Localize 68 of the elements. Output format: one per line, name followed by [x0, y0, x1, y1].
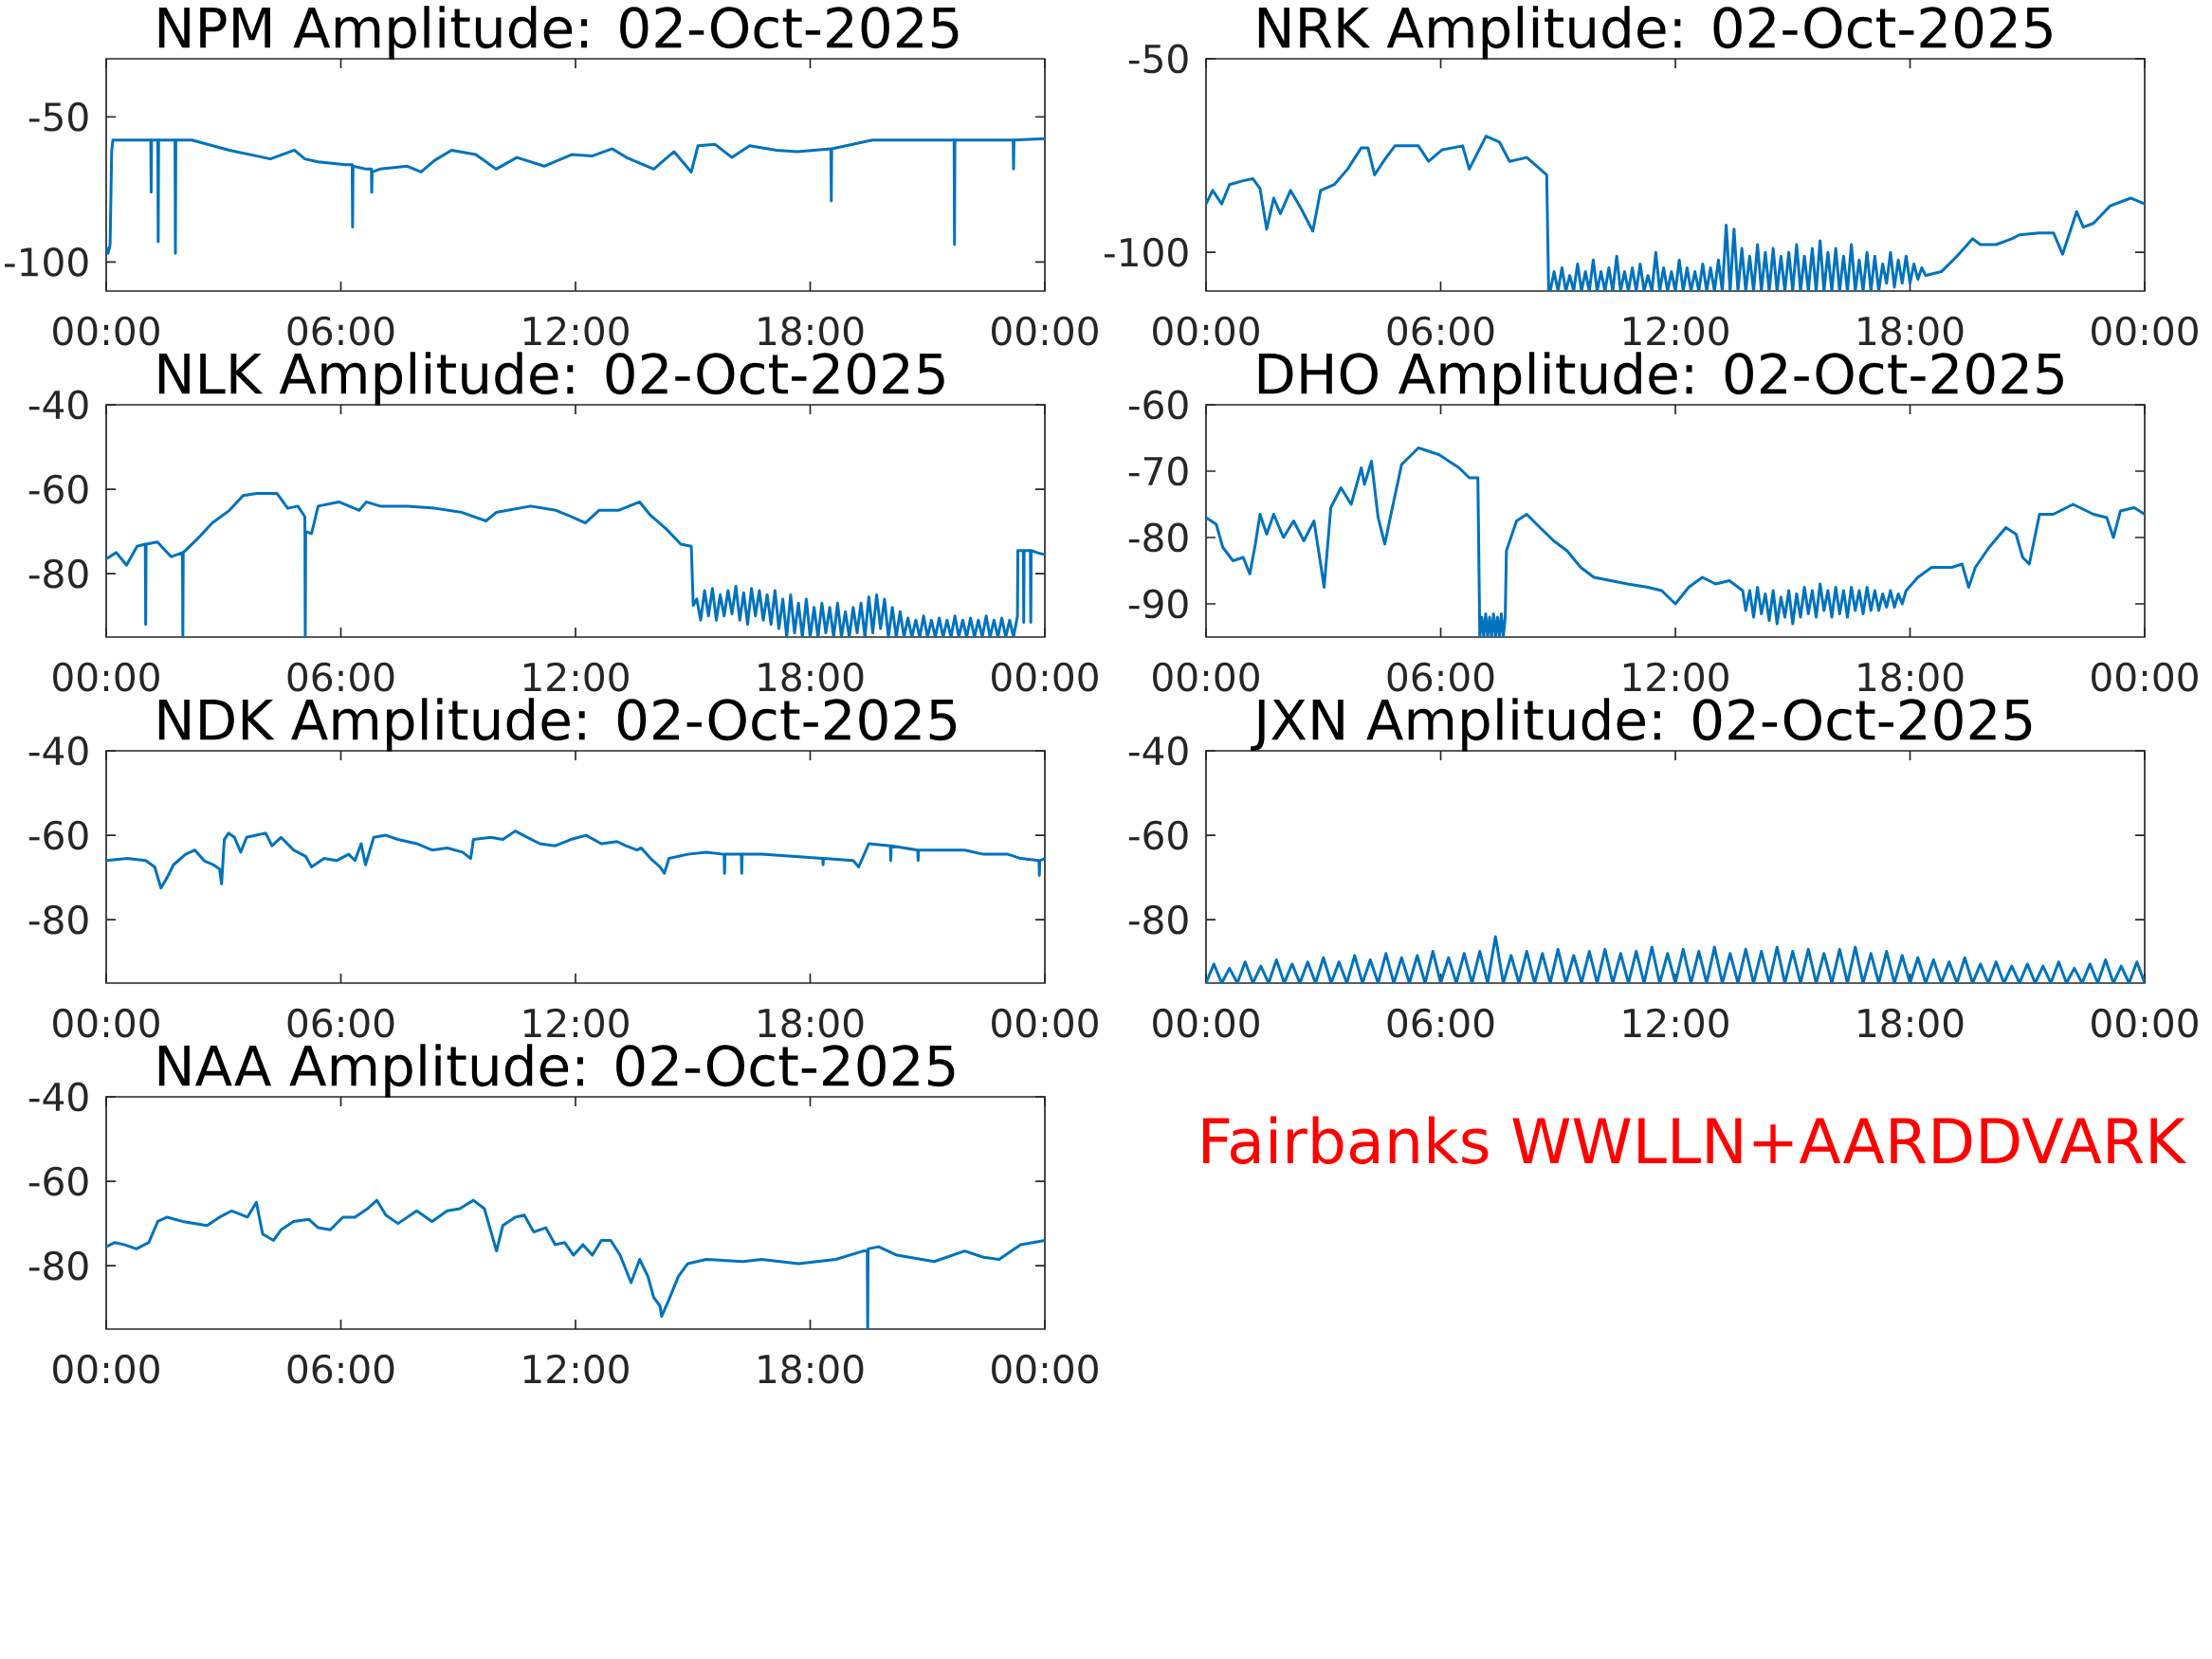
x-tick-label: 18:00 [759, 1008, 864, 1038]
x-tick-label: 12:00 [523, 1354, 629, 1384]
x-tick-label: 12:00 [523, 662, 629, 692]
x-tick-label: 18:00 [1858, 1008, 1964, 1038]
x-tick-label: 00:00 [1153, 662, 1259, 692]
x-tick-label: 06:00 [287, 1008, 394, 1038]
x-tick-label: 00:00 [2092, 1008, 2198, 1038]
x-tick-label: 00:00 [992, 1008, 1098, 1038]
y-tick-label: -40 [1128, 736, 1188, 766]
y-tick-label: -60 [28, 820, 88, 850]
y-tick-label: -60 [28, 474, 88, 504]
x-tick-label: 06:00 [1387, 1008, 1494, 1038]
x-tick-label: 06:00 [1387, 662, 1494, 692]
x-tick-label: 12:00 [1623, 662, 1728, 692]
y-tick-label: -80 [1128, 522, 1188, 553]
y-tick-label: -80 [28, 904, 88, 935]
y-tick-label: -70 [1128, 456, 1188, 486]
chart-title: NPM Amplitude: 02-Oct-2025 [158, 6, 959, 60]
y-tick-label: -60 [28, 1166, 88, 1196]
x-tick-label: 00:00 [53, 316, 159, 346]
x-tick-label: 00:00 [992, 316, 1098, 346]
x-tick-label: 06:00 [287, 662, 394, 692]
x-tick-label: 00:00 [992, 662, 1098, 692]
x-tick-label: 06:00 [287, 316, 394, 346]
x-tick-label: 00:00 [1153, 316, 1259, 346]
chart-title: JXN Amplitude: 02-Oct-2025 [1251, 698, 2032, 752]
y-tick-label: -80 [28, 1250, 88, 1281]
chart-title: NAA Amplitude: 02-Oct-2025 [158, 1044, 955, 1098]
y-tick-label: -100 [1104, 237, 1188, 267]
y-tick-label: -100 [4, 246, 88, 277]
x-tick-label: 12:00 [1623, 316, 1728, 346]
line-series [106, 1198, 1046, 1329]
x-tick-label: 00:00 [53, 662, 159, 692]
x-tick-label: 00:00 [1153, 1008, 1259, 1038]
x-tick-label: 06:00 [287, 1354, 394, 1384]
chart-title: NDK Amplitude: 02-Oct-2025 [158, 698, 957, 752]
x-tick-label: 18:00 [759, 316, 864, 346]
line-series [1206, 446, 2146, 637]
x-tick-label: 18:00 [759, 1354, 864, 1384]
x-tick-label: 00:00 [53, 1008, 159, 1038]
y-tick-label: -50 [28, 101, 88, 132]
y-tick-label: -60 [1128, 820, 1188, 850]
y-tick-label: -80 [28, 558, 88, 589]
y-tick-label: -90 [1128, 589, 1188, 619]
y-tick-label: -80 [1128, 904, 1188, 935]
line-series [106, 137, 1046, 255]
chart-title: NRK Amplitude: 02-Oct-2025 [1258, 6, 2052, 60]
x-tick-label: 00:00 [2092, 316, 2198, 346]
y-tick-label: -40 [28, 1082, 88, 1112]
y-tick-label: -60 [1128, 390, 1188, 420]
x-tick-label: 12:00 [1623, 1008, 1728, 1038]
x-tick-label: 00:00 [992, 1354, 1098, 1384]
y-tick-label: -50 [1128, 44, 1188, 74]
x-tick-label: 00:00 [2092, 662, 2198, 692]
chart-title: DHO Amplitude: 02-Oct-2025 [1258, 352, 2063, 406]
x-tick-label: 18:00 [759, 662, 864, 692]
x-tick-label: 00:00 [53, 1354, 159, 1384]
y-tick-label: -40 [28, 736, 88, 766]
line-series [1206, 935, 2146, 983]
chart-title: NLK Amplitude: 02-Oct-2025 [158, 352, 944, 406]
text: Fairbanks WWLLN+AARDDVARK [1203, 1116, 2187, 1164]
x-tick-label: 18:00 [1858, 316, 1964, 346]
x-tick-label: 18:00 [1858, 662, 1964, 692]
x-tick-label: 06:00 [1387, 316, 1494, 346]
x-tick-label: 12:00 [523, 1008, 629, 1038]
line-series [1206, 135, 2146, 291]
y-tick-label: -40 [28, 390, 88, 420]
x-tick-label: 12:00 [523, 316, 629, 346]
